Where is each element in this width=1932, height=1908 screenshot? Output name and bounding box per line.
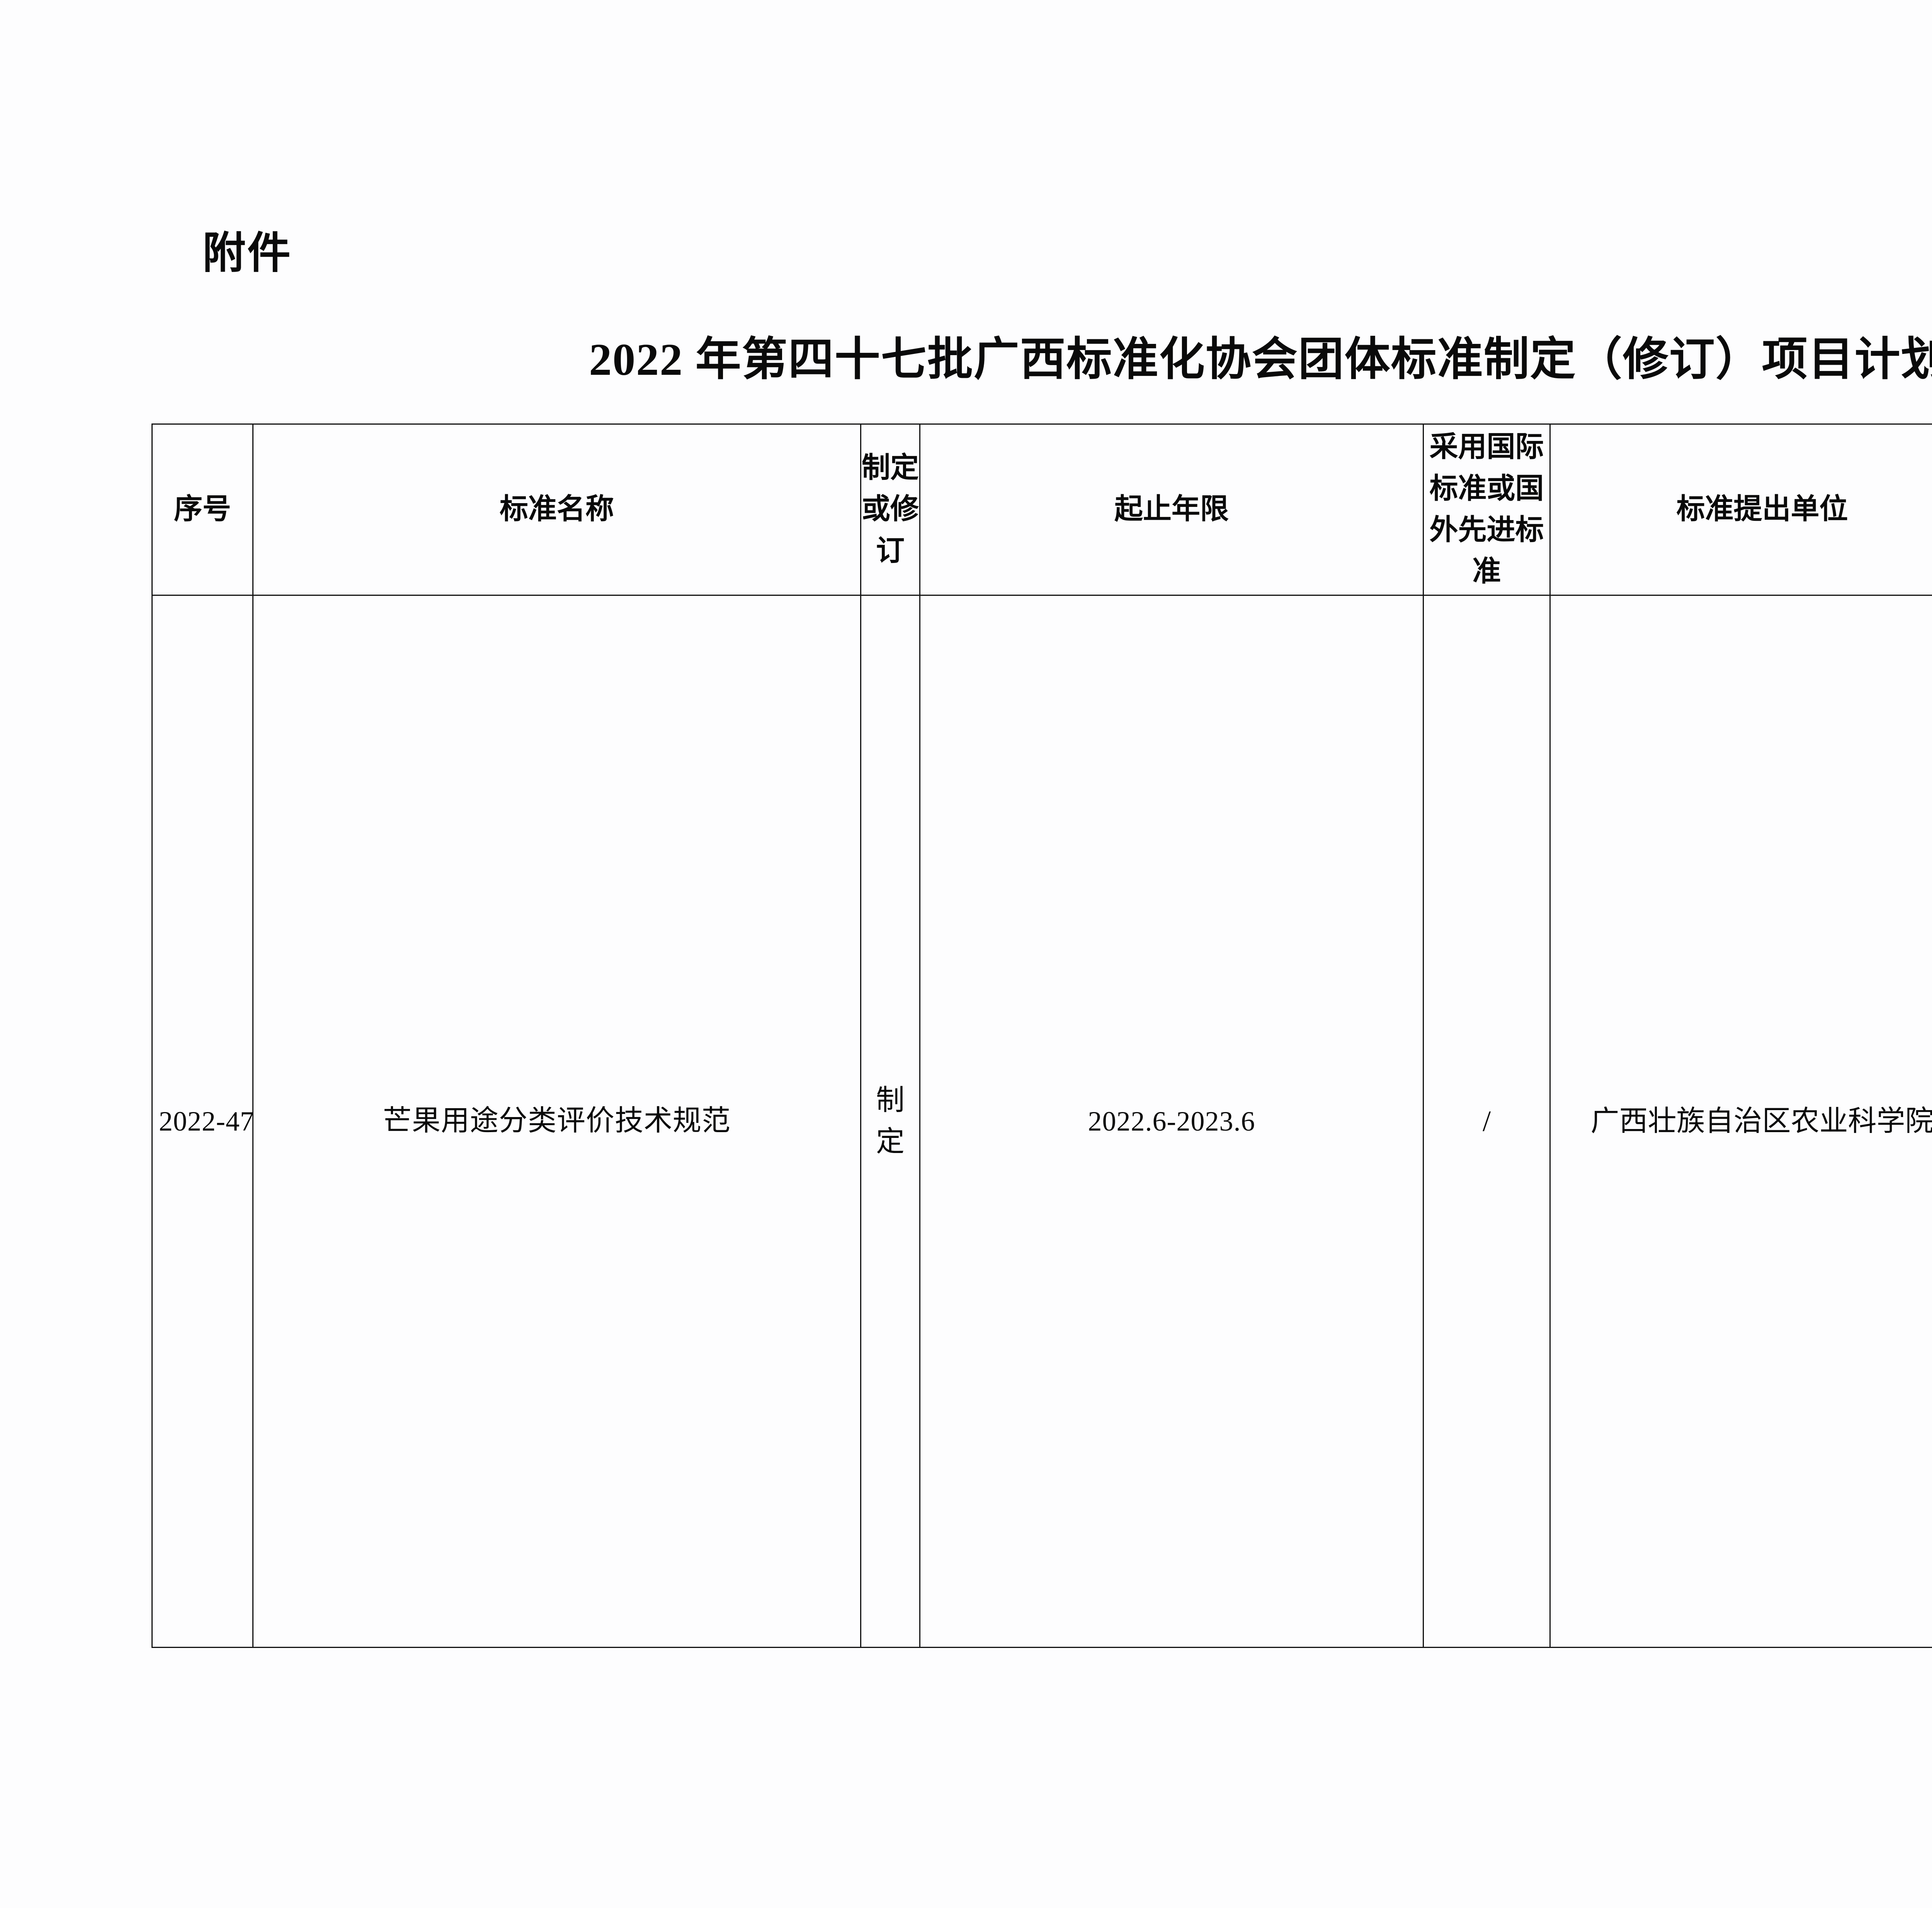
column-header-time-span: 起止年限	[919, 423, 1424, 596]
column-header-international: 采用国际标准或国外先进标准	[1423, 423, 1551, 596]
cell-time-span-text: 2022.6-2023.6	[1088, 1105, 1255, 1137]
cell-type: 制定	[860, 595, 920, 1648]
table-body: 2022-4701 芒果用途分类评价技术规范 制定 2022.6-2023.6 …	[151, 595, 1932, 1648]
column-header-seq: 序号	[151, 423, 253, 596]
page-number-footer: － 3 －	[0, 1731, 1932, 1780]
cell-time-span: 2022.6-2023.6	[919, 595, 1424, 1648]
project-plan-table: 序号 标准名称 制定或修订 起止年限 采用国际标准或国外先进标准 标准提出单位 …	[151, 423, 1932, 1648]
page-title: 2022 年第四十七批广西标准化协会团体标准制定（修订）项目计划汇总表	[589, 334, 1932, 385]
cell-standard-name: 芒果用途分类评价技术规范	[252, 595, 861, 1648]
cell-international: /	[1423, 595, 1551, 1648]
header-row: 序号 标准名称 制定或修订 起止年限 采用国际标准或国外先进标准 标准提出单位 …	[151, 423, 1932, 596]
column-header-standard-name: 标准名称	[252, 423, 861, 596]
cell-seq: 2022-4701	[151, 595, 253, 1648]
table-row: 2022-4701 芒果用途分类评价技术规范 制定 2022.6-2023.6 …	[151, 595, 1932, 1648]
column-header-proposer: 标准提出单位	[1549, 423, 1932, 596]
cell-seq-text: 2022-4701	[159, 1105, 253, 1137]
cell-proposer: 广西壮族自治区农业科学院	[1549, 595, 1932, 1648]
column-header-type: 制定或修订	[860, 423, 920, 596]
cell-proposer-text: 广西壮族自治区农业科学院	[1590, 1105, 1932, 1137]
table-header: 序号 标准名称 制定或修订 起止年限 采用国际标准或国外先进标准 标准提出单位 …	[151, 423, 1932, 596]
cell-type-text: 制定	[876, 1084, 905, 1158]
cell-international-text: /	[1482, 1105, 1491, 1138]
attachment-label: 附件	[202, 230, 292, 277]
cell-standard-name-text: 芒果用途分类评价技术规范	[383, 1105, 731, 1137]
